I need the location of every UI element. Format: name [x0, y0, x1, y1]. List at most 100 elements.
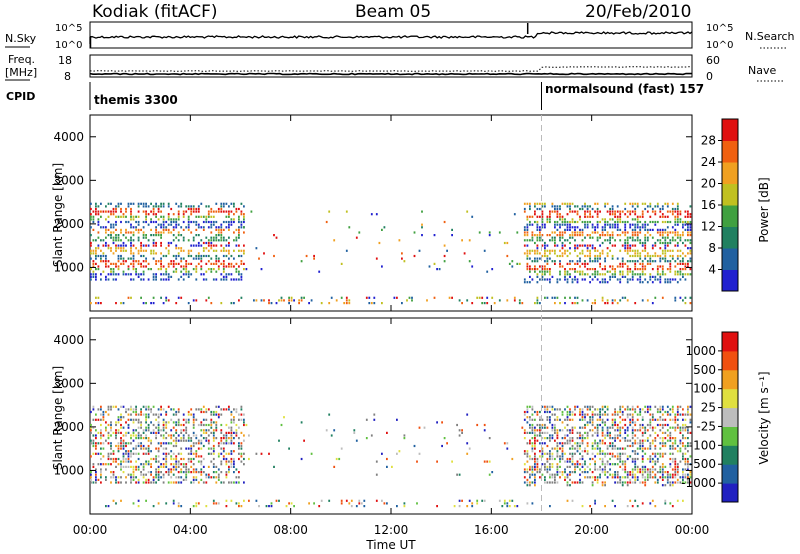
- power-cell: [102, 260, 105, 263]
- power-cell: [180, 265, 183, 268]
- velocity-cell: [646, 476, 649, 479]
- velocity-cell: [175, 463, 178, 466]
- power-cell: [669, 270, 672, 273]
- power-cell: [611, 265, 614, 268]
- velocity-cell: [669, 439, 672, 442]
- power-cell: [215, 234, 218, 237]
- velocity-cell: [669, 437, 672, 440]
- power-cell: [539, 236, 541, 239]
- power-cell: [559, 207, 561, 211]
- power-cell: [120, 228, 122, 231]
- velocity-cell: [571, 418, 574, 421]
- power-cell: [137, 262, 140, 265]
- power-cell: [574, 275, 576, 278]
- power-cell: [310, 299, 313, 302]
- velocity-cell: [222, 447, 225, 450]
- velocity-cell: [669, 426, 672, 429]
- velocity-cell: [222, 442, 225, 445]
- power-cell: [581, 234, 584, 237]
- velocity-cell: [157, 416, 160, 419]
- power-cell: [526, 215, 529, 218]
- power-cell: [559, 205, 561, 208]
- power-cell: [192, 236, 195, 239]
- power-cell: [288, 296, 290, 299]
- power-cell: [155, 202, 157, 205]
- power-cell: [172, 262, 175, 265]
- power-cell: [328, 302, 331, 305]
- power-cell: [180, 202, 183, 205]
- velocity-cell: [458, 434, 461, 437]
- velocity-cell: [210, 431, 213, 434]
- power-cell: [546, 244, 549, 247]
- power-cell: [669, 278, 672, 281]
- velocity-cell: [172, 426, 175, 429]
- velocity-cell: [549, 455, 551, 458]
- velocity-cell: [160, 444, 162, 448]
- velocity-cell: [110, 452, 112, 455]
- power-cell: [185, 262, 188, 265]
- velocity-cell: [674, 473, 677, 476]
- velocity-cell: [177, 439, 180, 442]
- velocity-cell: [165, 457, 168, 461]
- power-cell: [120, 249, 122, 252]
- power-cell: [207, 210, 210, 213]
- power-cell: [539, 265, 541, 268]
- power-cell: [233, 213, 235, 216]
- power-cell: [536, 273, 539, 276]
- velocity-cell: [117, 457, 120, 461]
- power-cell: [664, 244, 667, 247]
- velocity-cell: [197, 423, 200, 427]
- velocity-cell: [636, 418, 639, 421]
- nsearch-tick-bottom: 10^0: [706, 40, 733, 51]
- velocity-cell: [544, 452, 546, 455]
- power-cell: [666, 281, 669, 284]
- velocity-cell: [95, 481, 97, 484]
- velocity-cell: [679, 476, 682, 479]
- power-cell: [190, 262, 193, 265]
- velocity-cell: [639, 444, 642, 448]
- power-cell: [609, 239, 611, 242]
- velocity-cell: [656, 418, 659, 421]
- power-cell: [192, 207, 195, 211]
- colorbar-swatch: [722, 183, 738, 206]
- power-cell: [238, 220, 240, 224]
- velocity-cell: [559, 418, 561, 421]
- velocity-cell: [591, 481, 594, 484]
- power-cell: [649, 205, 652, 208]
- velocity-cell: [569, 471, 571, 474]
- velocity-cell: [375, 460, 378, 463]
- velocity-cell: [651, 429, 654, 432]
- velocity-cell: [182, 434, 185, 437]
- velocity-cell: [654, 481, 657, 484]
- velocity-cell: [576, 450, 579, 453]
- power-cell: [544, 205, 546, 208]
- power-cell: [486, 296, 489, 299]
- power-cell: [639, 226, 642, 229]
- power-cell: [531, 236, 534, 239]
- velocity-cell: [187, 418, 190, 421]
- power-cell: [679, 220, 682, 224]
- power-cell: [576, 205, 579, 208]
- power-cell: [155, 262, 157, 265]
- velocity-cell: [110, 421, 112, 424]
- power-cell: [601, 252, 604, 255]
- velocity-cell: [162, 418, 165, 421]
- power-cell: [554, 226, 556, 229]
- velocity-cell: [192, 452, 195, 455]
- velocity-cell: [661, 476, 664, 479]
- power-cell: [238, 278, 240, 281]
- power-cell: [561, 254, 564, 258]
- velocity-cell: [609, 434, 611, 437]
- power-cell: [534, 252, 536, 255]
- velocity-cell: [631, 481, 634, 484]
- power-cell: [150, 218, 152, 221]
- power-cell: [671, 249, 674, 252]
- velocity-cell: [215, 471, 218, 474]
- velocity-cell: [145, 416, 147, 419]
- velocity-cell: [646, 405, 649, 408]
- velocity-cell: [551, 408, 554, 411]
- power-cell: [135, 215, 137, 218]
- velocity-cell: [611, 473, 614, 476]
- velocity-cell: [546, 416, 549, 419]
